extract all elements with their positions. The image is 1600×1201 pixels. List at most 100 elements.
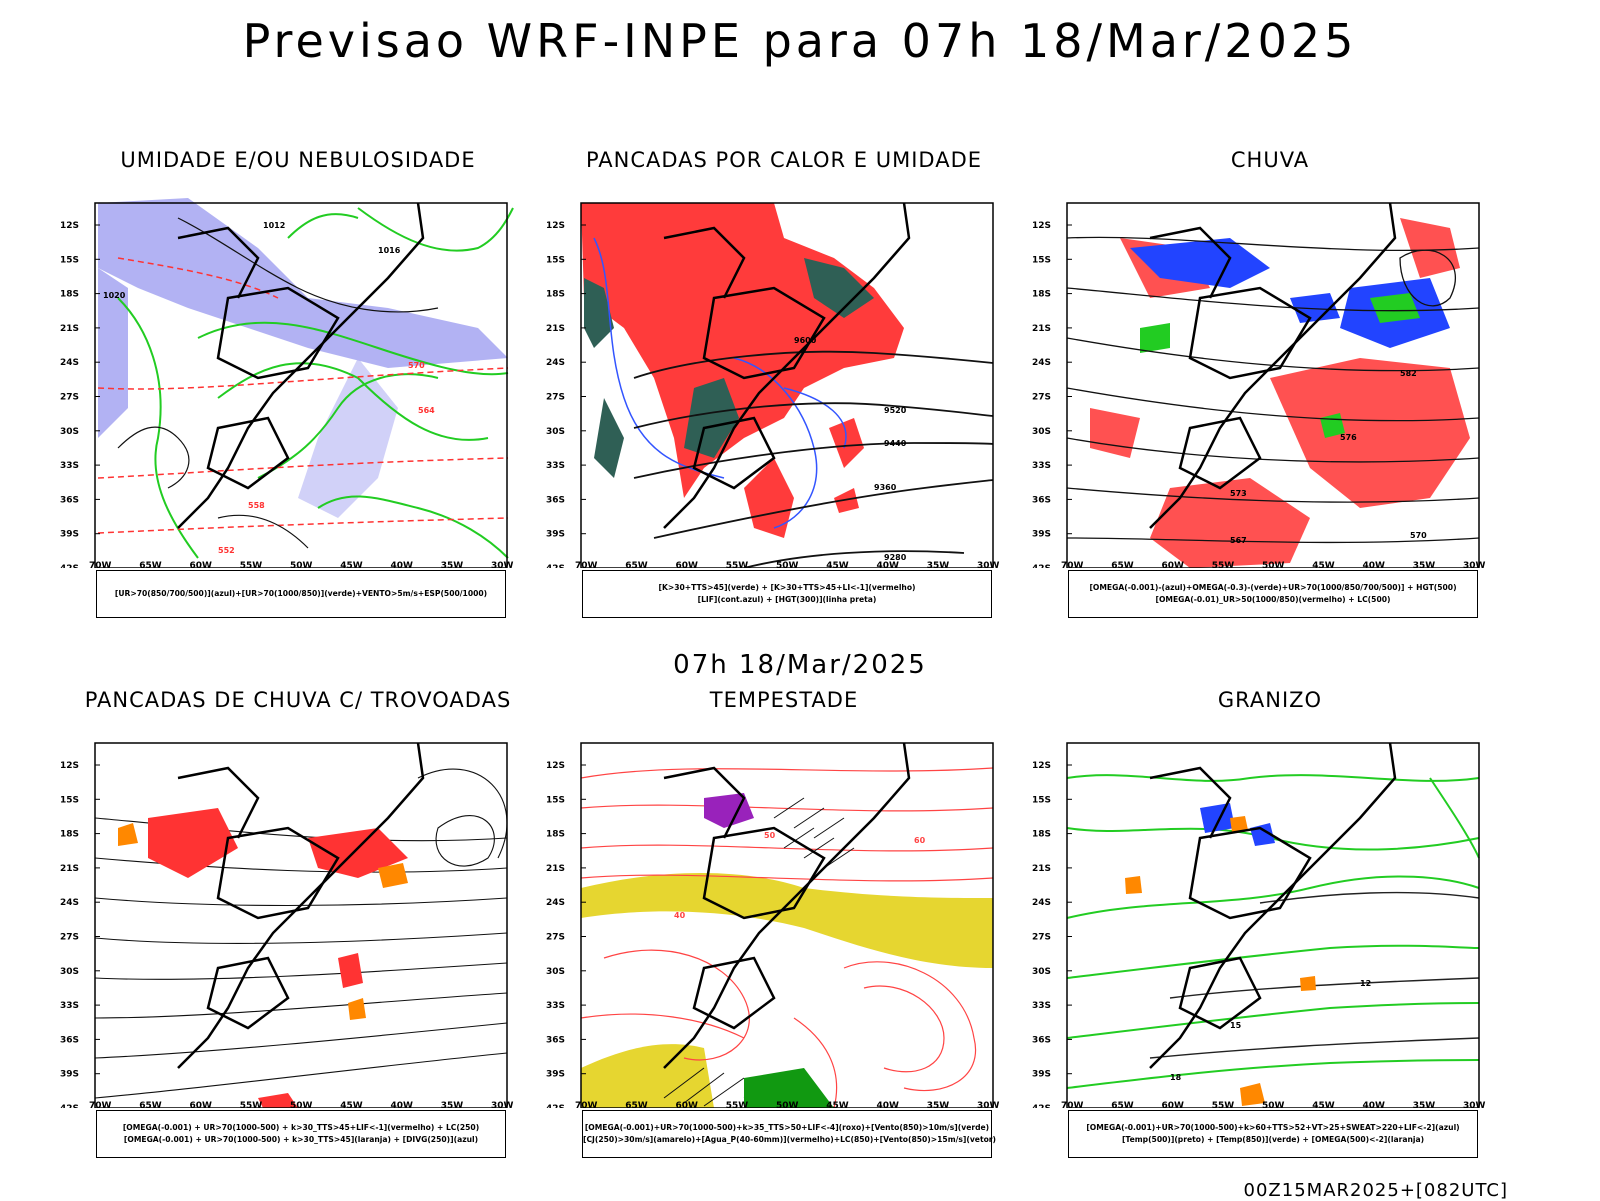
lon-tick-label: 55W — [1212, 1101, 1235, 1108]
lat-tick-label: 33S — [60, 1001, 79, 1011]
label-9520: 9520 — [884, 406, 907, 415]
lon-tick-label: 70W — [575, 561, 598, 568]
thickness-red-dashed — [97, 257, 509, 534]
lon-tick-label: 50W — [776, 1101, 799, 1108]
panel-legend: [UR>70(850/700/500)](azul)+[UR>70(1000/8… — [96, 570, 506, 618]
panel-title: PANCADAS POR CALOR E UMIDADE — [585, 148, 983, 172]
map-chuva: 582 576 573 570 567 12S 15S 18S 21S 24S 27S 30… — [1032, 202, 1486, 568]
lat-tick-label: 39S — [60, 530, 79, 540]
lon-tick-label: 60W — [676, 561, 699, 568]
water-red-contours — [580, 767, 994, 1108]
lat-tick-label: 39S — [1032, 530, 1051, 540]
lat-tick-label: 39S — [60, 1070, 79, 1080]
lat-tick-label: 42S — [60, 564, 79, 568]
footer-run-time: 00Z15MAR2025+[082UTC] — [1243, 1180, 1508, 1201]
panel-title: TEMPESTADE — [709, 688, 859, 712]
panel-title: PANCADAS DE CHUVA C/ TROVOADAS — [84, 688, 512, 712]
lon-tick-label: 50W — [1262, 1101, 1285, 1108]
lon-tick-label: 40W — [1363, 1101, 1386, 1108]
legend-line: [LIF](cont.azul) + [HGT(300)](linha pret… — [697, 595, 877, 604]
lat-tick-label: 33S — [546, 461, 565, 471]
lon-tick-label: 45W — [340, 1101, 363, 1108]
lat-tick-label: 36S — [546, 1035, 565, 1045]
label-582: 582 — [1400, 369, 1417, 378]
lon-tick-label: 35W — [1413, 561, 1436, 568]
legend-line: [OMEGA(-0.001) + UR>70(1000-500) + k>30_… — [122, 1123, 480, 1132]
humidity-green-contours — [117, 207, 514, 559]
label-40: 40 — [674, 911, 686, 920]
lat-tick-label: 21S — [1032, 864, 1051, 874]
lat-tick-label: 21S — [546, 864, 565, 874]
lat-tick-label: 15S — [546, 795, 565, 805]
lon-tick-label: 40W — [877, 561, 900, 568]
lat-tick-label: 36S — [546, 495, 565, 505]
panel-legend: [K>30+TTS>45](verde) + [K>30+TTS>45+LI<-… — [582, 570, 992, 618]
lat-tick-label: 30S — [60, 427, 79, 437]
lon-tick-label: 60W — [1162, 561, 1185, 568]
lon-tick-label: 35W — [927, 561, 950, 568]
panel-legend: [OMEGA(-0.001)+UR>70(1000-500)+k>35_TTS>… — [582, 1110, 996, 1158]
rain-red-areas — [1090, 218, 1470, 568]
coastline — [1149, 742, 1397, 1069]
lon-tick-label: 50W — [1262, 561, 1285, 568]
lon-tick-label: 65W — [1111, 1101, 1134, 1108]
legend-line: [Temp(500)](preto) + [Temp(850)](verde) … — [1121, 1135, 1425, 1144]
lon-tick-label: 35W — [1413, 1101, 1436, 1108]
lon-tick-label: 60W — [190, 1101, 213, 1108]
lon-tick-label: 35W — [927, 1101, 950, 1108]
lon-tick-label: 65W — [139, 561, 162, 568]
lat-tick-label: 30S — [1032, 967, 1051, 977]
label-570: 570 — [408, 361, 425, 370]
lat-tick-label: 27S — [546, 393, 565, 403]
lon-tick-label: 50W — [290, 561, 313, 568]
lon-tick-label: 60W — [676, 1101, 699, 1108]
panel-legend: [OMEGA(-0.001)+UR>70(1000-500)+k>60+TTS>… — [1068, 1110, 1478, 1158]
pressure-black-contours — [117, 217, 439, 549]
lat-tick-label: 12S — [1032, 761, 1051, 771]
lon-tick-label: 30W — [491, 1101, 514, 1108]
lat-tick-label: 18S — [60, 290, 79, 300]
lat-tick-label: 30S — [546, 967, 565, 977]
lat-tick-label: 30S — [546, 427, 565, 437]
lon-tick-label: 55W — [1212, 561, 1235, 568]
label-9600: 9600 — [794, 336, 817, 345]
thunderstorm-orange-areas — [118, 823, 408, 1020]
legend-line: [UR>70(850/700/500)](azul)+[UR>70(1000/8… — [114, 589, 488, 598]
lon-tick-label: 45W — [1312, 1101, 1335, 1108]
label-558: 558 — [248, 501, 265, 510]
contour-labels: 9600 9520 9440 9360 9280 — [794, 336, 907, 562]
main-title: Previsao WRF-INPE para 07h 18/Mar/2025 — [242, 14, 1358, 68]
lat-tick-label: 24S — [546, 898, 565, 908]
lat-tick-label: 18S — [546, 290, 565, 300]
lon-tick-label: 45W — [826, 1101, 849, 1108]
lon-tick-label: 50W — [290, 1101, 313, 1108]
label-15: 15 — [1230, 1021, 1242, 1030]
legend-line: [OMEGA(-0.001)+UR>70(1000-500)+k>35_TTS>… — [584, 1123, 990, 1132]
label-564: 564 — [418, 406, 435, 415]
lat-tick-label: 27S — [1032, 933, 1051, 943]
lon-tick-label: 55W — [726, 1101, 749, 1108]
lat-tick-label: 12S — [60, 221, 79, 231]
lat-tick-label: 27S — [1032, 393, 1051, 403]
lon-tick-label: 70W — [1061, 1101, 1084, 1108]
panel-pancadas-calor: PANCADAS POR CALOR E UMIDADE — [544, 148, 1024, 628]
lat-tick-label: 24S — [546, 358, 565, 368]
lat-tick-label: 39S — [546, 1070, 565, 1080]
map-tempestade: 40 50 60 12S 15S 18S 21S 24S 27S 30S 33S 36S 39S 4… — [546, 742, 1000, 1108]
lat-tick-label: 21S — [546, 324, 565, 334]
lon-tick-label: 30W — [1463, 1101, 1486, 1108]
lat-tick-label: 42S — [546, 1104, 565, 1108]
lon-tick-label: 55W — [726, 561, 749, 568]
label-567: 567 — [1230, 536, 1247, 545]
lat-tick-label: 24S — [60, 898, 79, 908]
coastline — [177, 742, 425, 1069]
contour-labels: 582 576 573 570 567 — [1230, 369, 1427, 545]
lat-tick-label: 33S — [1032, 461, 1051, 471]
lat-tick-label: 36S — [1032, 1035, 1051, 1045]
lon-tick-label: 30W — [1463, 561, 1486, 568]
panel-title: UMIDADE E/OU NEBULOSIDADE — [120, 148, 476, 172]
map-granizo: 12 15 18 12S 15S 18S 21S 24S 27S 30S 33S 36S 39S 4… — [1032, 742, 1486, 1108]
label-60: 60 — [914, 836, 926, 845]
lon-tick-label: 40W — [391, 1101, 414, 1108]
label-18: 18 — [1170, 1073, 1182, 1082]
